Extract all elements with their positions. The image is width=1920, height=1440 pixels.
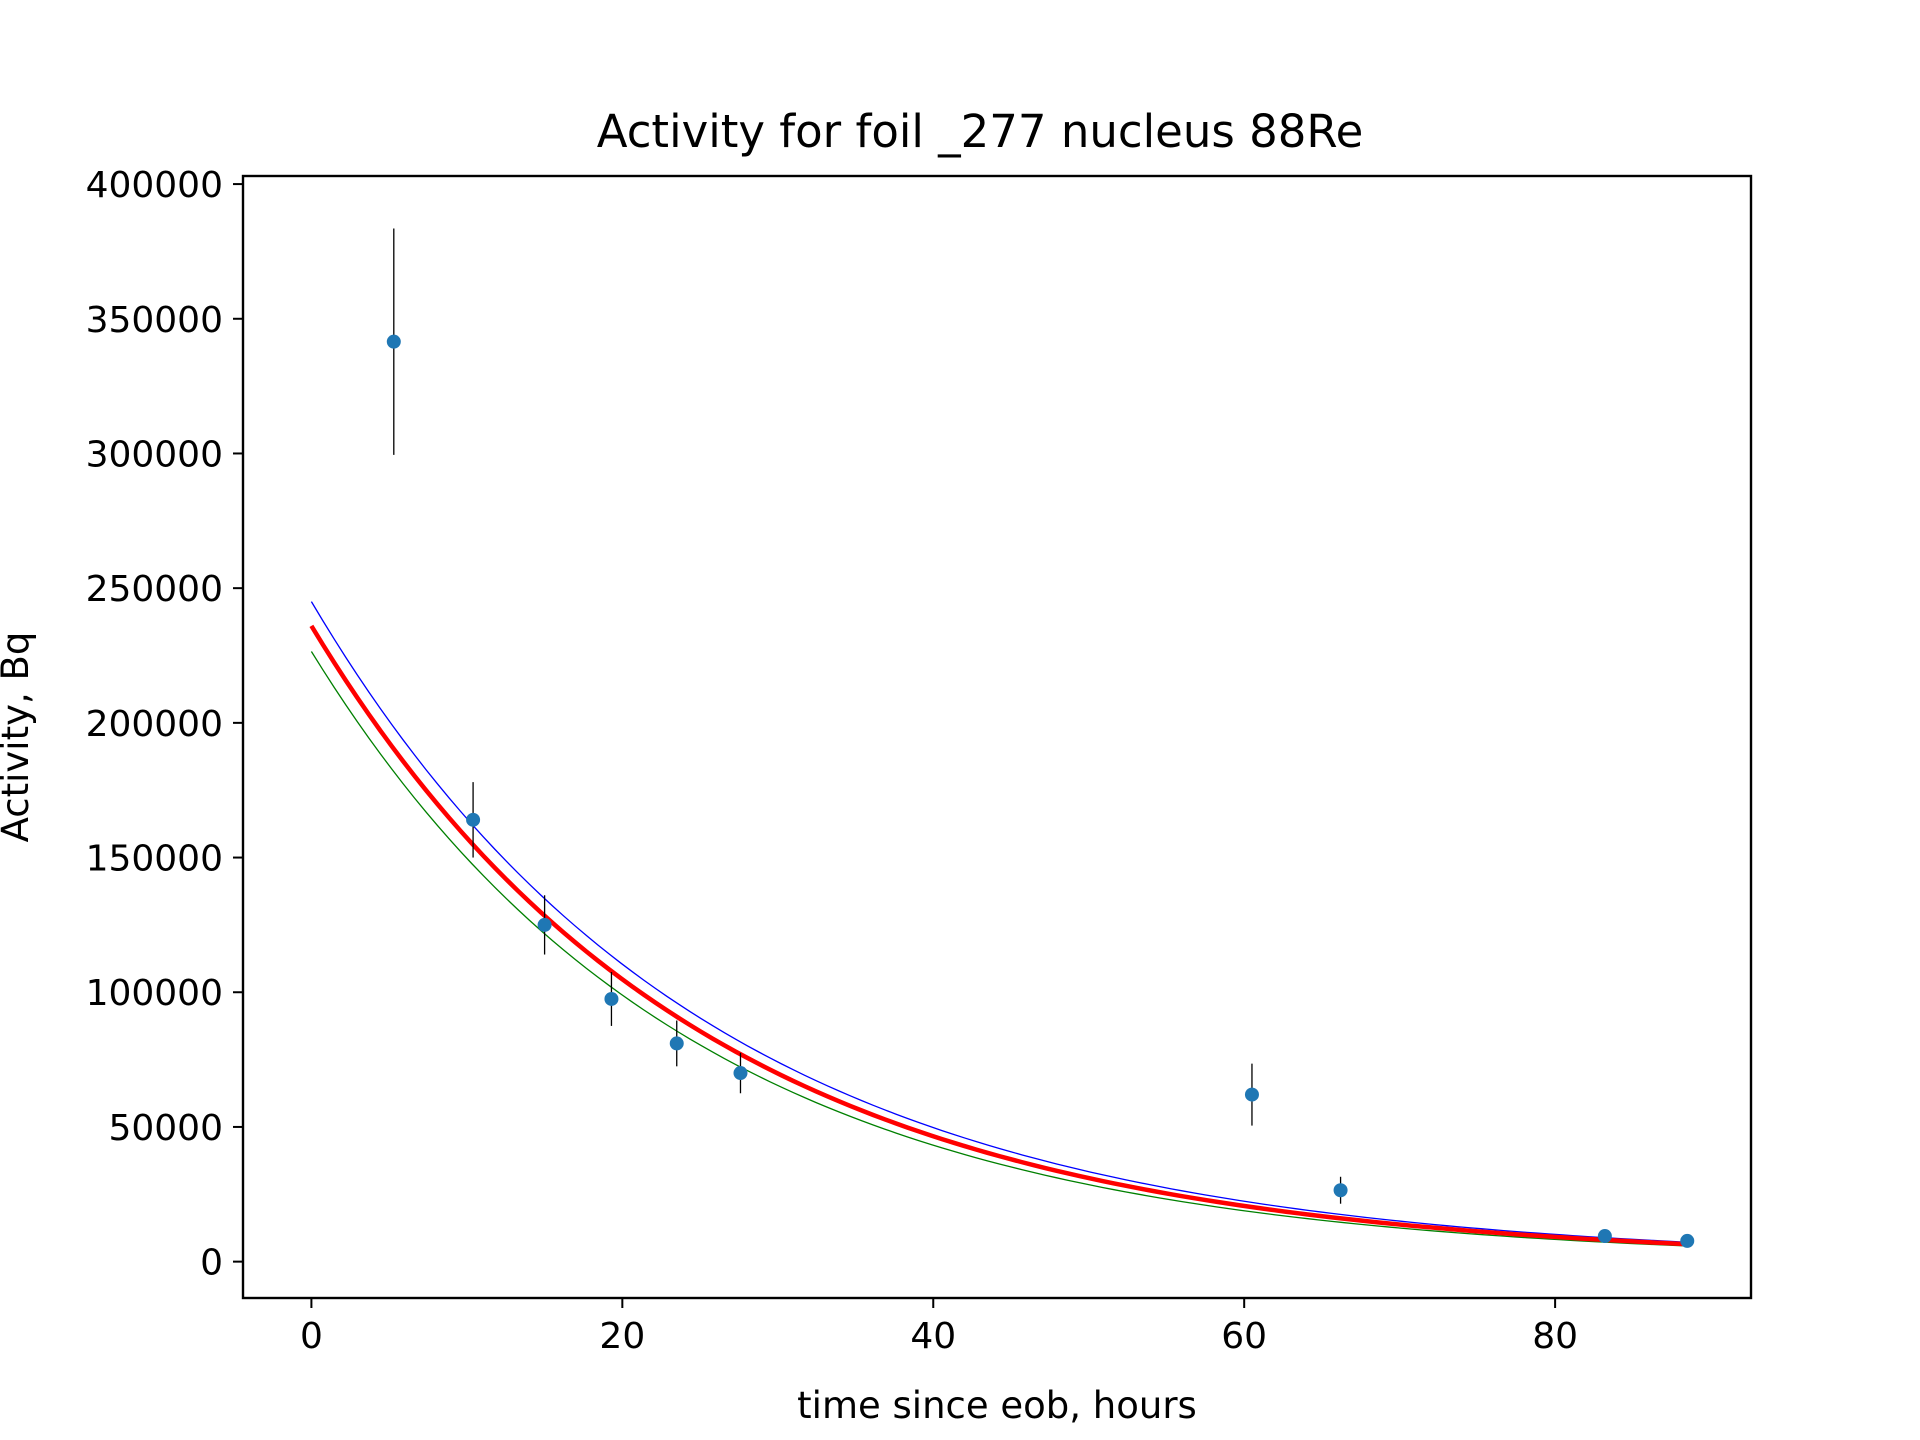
data-point — [733, 1066, 748, 1081]
x-tick-label: 20 — [599, 1316, 645, 1357]
data-point — [537, 917, 552, 932]
y-tick-label: 50000 — [108, 1108, 223, 1149]
data-point — [669, 1036, 684, 1051]
y-tick-label: 100000 — [86, 973, 223, 1014]
plot-area — [309, 228, 1695, 1248]
x-tick-label: 80 — [1532, 1316, 1578, 1357]
plot-frame — [241, 174, 1753, 1300]
data-point — [386, 334, 401, 349]
fit-curve — [309, 624, 1688, 1247]
y-tick-label: 300000 — [86, 434, 223, 475]
y-tick-label: 200000 — [86, 704, 223, 745]
y-tick-label: 250000 — [86, 569, 223, 610]
data-point — [466, 812, 481, 827]
data-point — [1680, 1233, 1695, 1248]
x-tick-label: 40 — [910, 1316, 956, 1357]
x-tick-label: 0 — [300, 1316, 323, 1357]
y-tick-label: 0 — [200, 1243, 223, 1284]
y-tick-label: 350000 — [86, 300, 223, 341]
y-tick-label: 400000 — [86, 165, 223, 206]
data-point — [1244, 1087, 1259, 1102]
x-axis-label: time since eob, hours — [797, 1384, 1197, 1427]
data-point — [1597, 1229, 1612, 1244]
y-axis-label: Activity, Bq — [0, 632, 37, 843]
y-tick-label: 150000 — [86, 839, 223, 880]
data-point — [604, 991, 619, 1006]
x-tick-label: 60 — [1221, 1316, 1267, 1357]
axis-ticks: 0 20 40 60 80 0 50000 100000 150000 200000 250000 3… — [86, 165, 1578, 1357]
chart-title: Activity for foil _277 nucleus 88Re — [597, 105, 1364, 158]
data-point — [1333, 1183, 1348, 1198]
fit-upper-curve — [310, 601, 1688, 1243]
